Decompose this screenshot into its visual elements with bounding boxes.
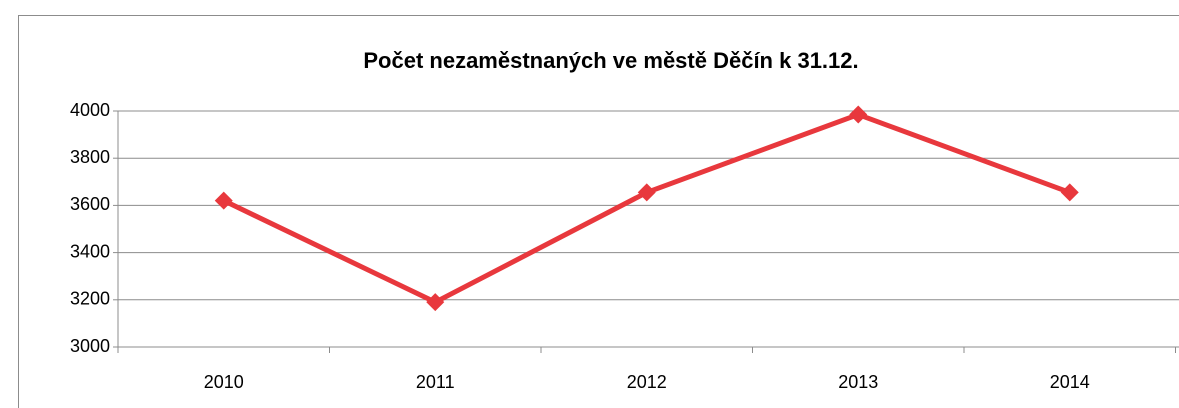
- marker: [214, 191, 233, 210]
- marker: [849, 105, 868, 124]
- y-tick-label: 3800: [70, 147, 110, 167]
- chart-title: Počet nezaměstnaných ve městě Děčín k 31…: [363, 48, 858, 73]
- x-tick-label: 2013: [838, 372, 878, 392]
- x-tick-label: 2014: [1050, 372, 1090, 392]
- y-tick-label: 4000: [70, 100, 110, 120]
- x-tick-label: 2011: [416, 372, 455, 392]
- x-tick-label: 2010: [204, 372, 244, 392]
- y-tick-label: 3000: [70, 336, 110, 356]
- y-tick-label: 3600: [70, 194, 110, 214]
- marker: [426, 293, 445, 312]
- chart-border: [18, 15, 1179, 408]
- x-tick-label: 2012: [627, 372, 667, 392]
- y-tick-label: 3200: [70, 289, 110, 309]
- marker: [1060, 183, 1079, 202]
- y-tick-label: 3400: [70, 241, 110, 261]
- marker: [637, 183, 656, 202]
